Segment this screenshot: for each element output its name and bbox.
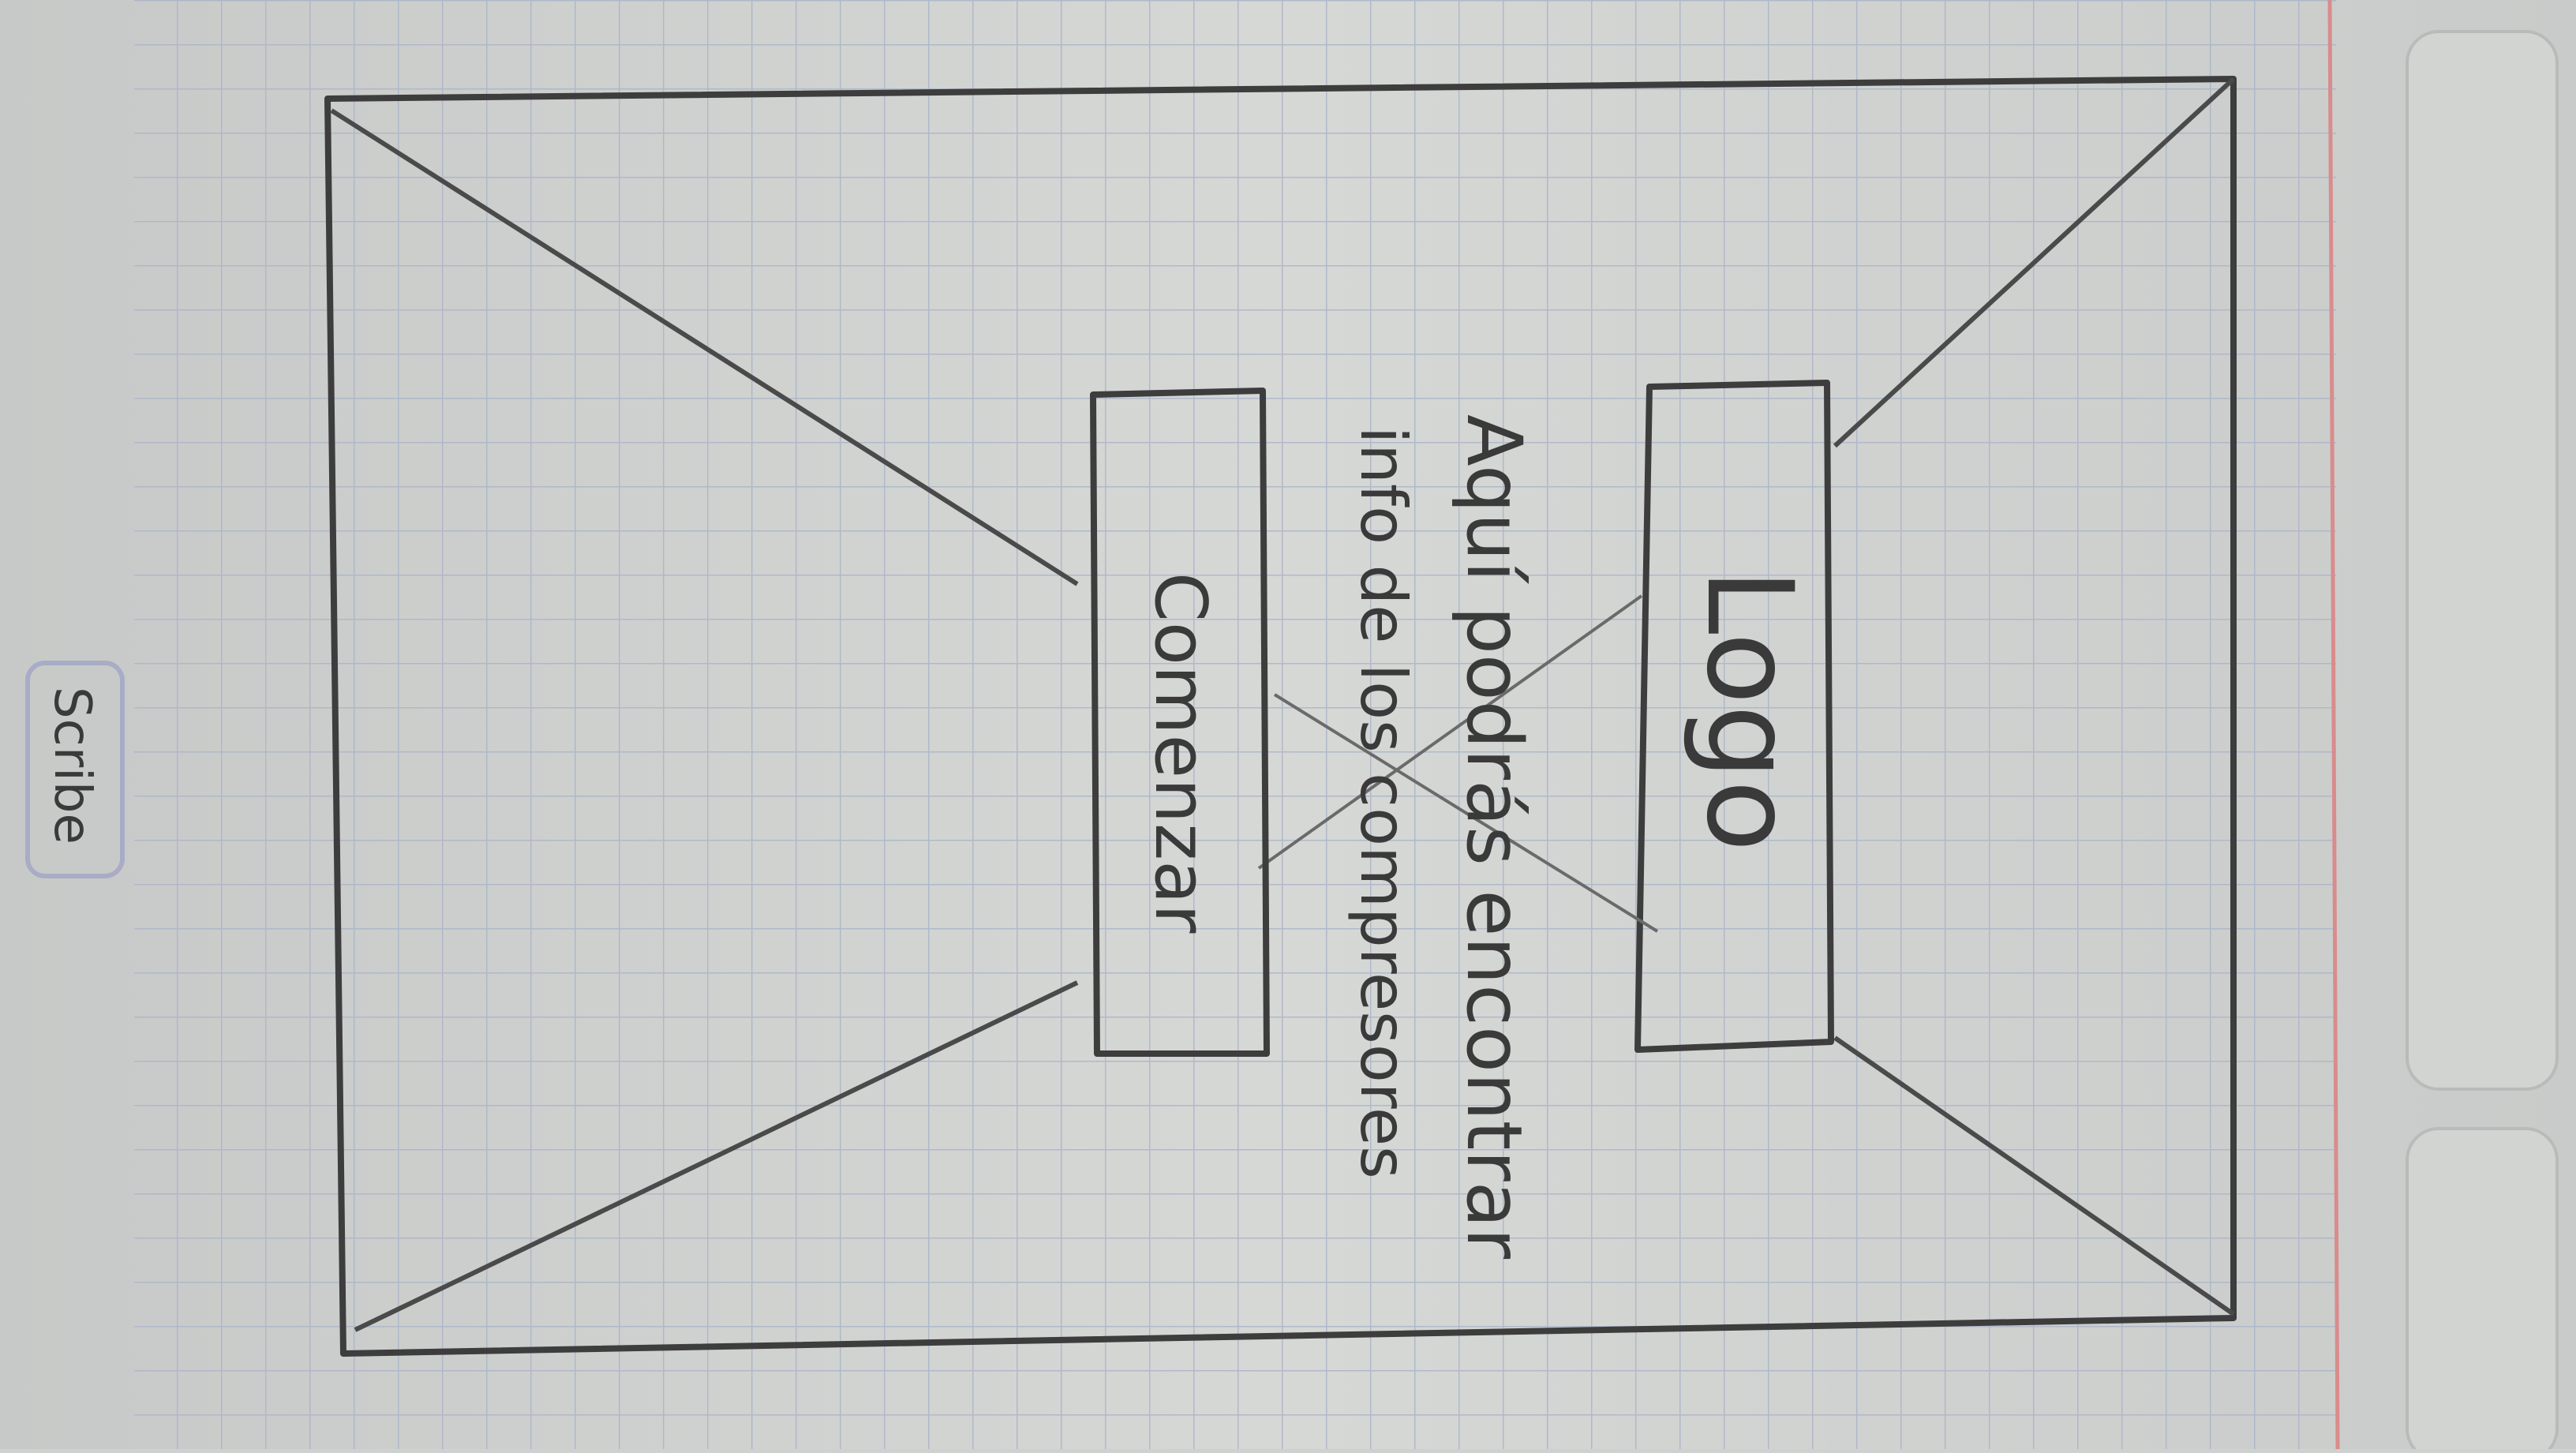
logo-text: Logo: [1680, 568, 1818, 852]
screen-frame: [324, 76, 2237, 1357]
background-image-placeholder-x: [330, 77, 2236, 1332]
start-button[interactable]: Comenzar: [1090, 388, 1270, 1057]
logo-placeholder: Logo: [1257, 380, 1834, 1053]
description-line-1: Aquí podrás encontrar: [1450, 414, 1538, 1260]
start-button-label: Comenzar: [1139, 572, 1222, 933]
notebook-tab-upper: [2406, 30, 2559, 1091]
description-line-2: info de los compresores: [1346, 426, 1420, 1179]
margin-line: [2327, 0, 2340, 1450]
graph-paper-grid: [134, 0, 2336, 1449]
scribe-brand-stamp: Scribe: [25, 661, 125, 878]
notebook-tab-lower: [2406, 1127, 2559, 1453]
brand-text: Scribe: [43, 687, 101, 844]
